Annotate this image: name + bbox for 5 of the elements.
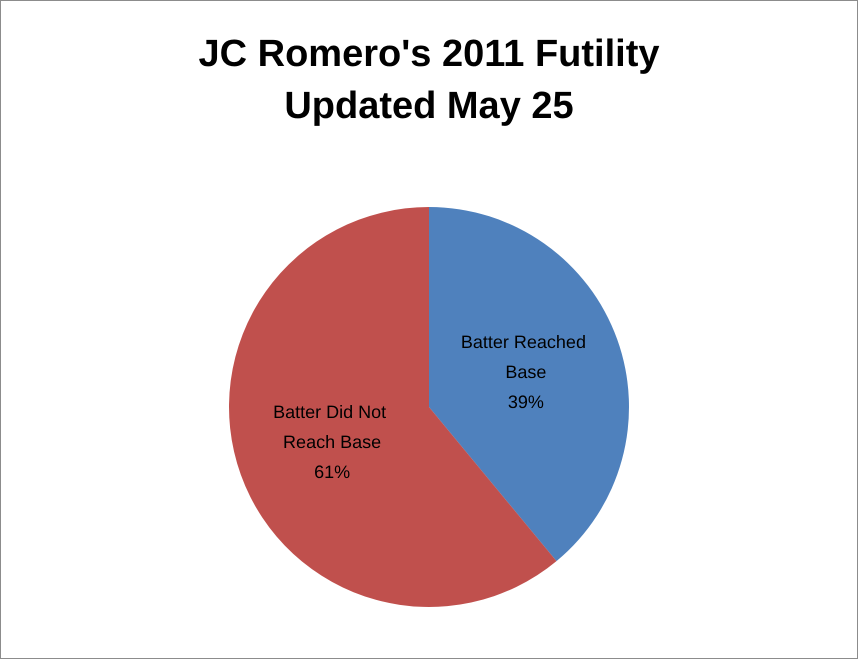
slice-label: Batter Reached Base — [460, 332, 591, 382]
chart-title: JC Romero's 2011 Futility Updated May 25 — [198, 33, 660, 127]
slice-label: Batter Did Not Reach Base — [273, 402, 392, 452]
data-label: 39% — [508, 392, 544, 412]
data-label: 61% — [314, 462, 350, 482]
